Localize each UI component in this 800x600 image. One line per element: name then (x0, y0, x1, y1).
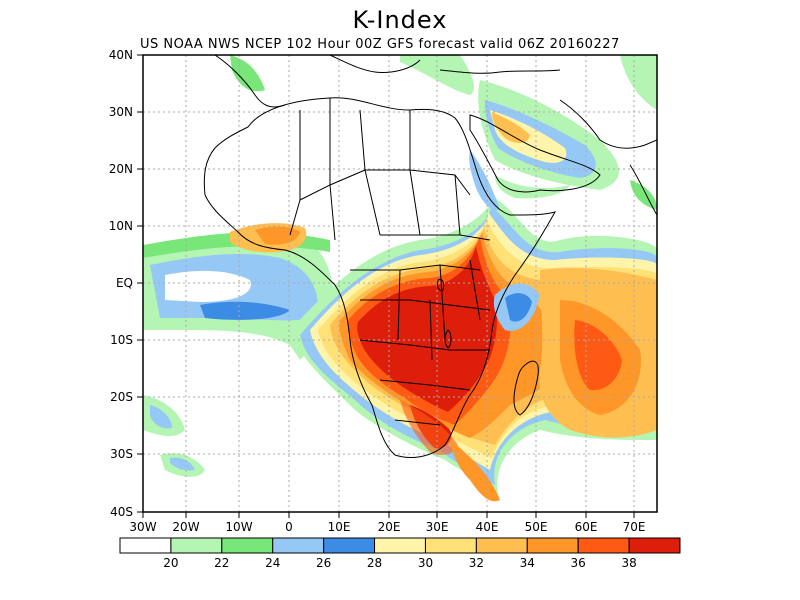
lon-label: 0 (285, 520, 293, 534)
colorbar-label: 38 (621, 556, 636, 570)
madagascar-coastline (513, 360, 539, 416)
gulf-coastline (559, 99, 657, 149)
colorbar-swatch (272, 537, 325, 554)
lat-label: 10N (109, 219, 133, 233)
turkey-coastline (439, 69, 561, 74)
africa-red-core (357, 246, 497, 412)
north-coast-green (230, 55, 265, 92)
lat-label: 20S (110, 390, 133, 404)
colorbar-label: 20 (163, 556, 178, 570)
colorbar-swatch (424, 537, 477, 554)
colorbar-swatch (323, 537, 376, 554)
country-borders (289, 98, 491, 426)
sw-atlantic-patch2 (150, 405, 172, 429)
chart-subtitle: US NOAA NWS NCEP 102 Hour 00Z GFS foreca… (140, 37, 620, 52)
colorbar-label: 24 (265, 556, 280, 570)
colorbar-swatch (374, 537, 426, 554)
colorbar-swatch (526, 537, 579, 554)
colorbar-swatch (628, 537, 681, 554)
lon-label: 40E (476, 520, 499, 534)
lat-label: EQ (116, 276, 133, 290)
atlantic-band-dblue (200, 301, 290, 320)
arabia-coastline (469, 114, 601, 193)
axis-ticks (137, 54, 635, 518)
red-sea-strip (469, 150, 500, 211)
lon-label: 50E (525, 520, 548, 534)
colorbar-swatch (119, 537, 172, 554)
lon-label: 10E (328, 520, 351, 534)
south-africa-orange (400, 400, 458, 456)
horn-strip (495, 175, 570, 199)
lon-label: 20E (378, 520, 401, 534)
colorbar-label: 26 (316, 556, 331, 570)
colorbar-swatch (577, 537, 630, 554)
europe-coastline (214, 55, 286, 108)
gridlines (143, 55, 657, 512)
sw-atlantic-patch4 (170, 457, 195, 471)
colorbar-swatch (221, 537, 274, 554)
lon-label: 30E (426, 520, 449, 534)
colorbar-label: 32 (469, 556, 484, 570)
indian-ocean-red (574, 320, 622, 391)
lon-label: 70E (623, 520, 646, 534)
colorbar-label: 22 (214, 556, 229, 570)
lakes (437, 279, 452, 349)
lat-label: 10S (110, 333, 133, 347)
lat-label: 30S (110, 447, 133, 461)
coastlines (203, 55, 657, 458)
colorbar: 20 22 24 26 28 30 32 34 36 38 (119, 537, 681, 570)
colorbar-swatch (170, 537, 223, 554)
colorbar-swatch (475, 537, 528, 554)
colorbar-label: 30 (418, 556, 433, 570)
arabia-orange (492, 112, 530, 143)
india-coastline (629, 164, 657, 216)
lon-label: 60E (575, 520, 598, 534)
lon-labels: 30W 20W 10W 0 10E 20E 30E 40E 50E 60E 70… (129, 520, 645, 534)
lat-label: 40S (110, 505, 133, 519)
colorbar-label: 28 (367, 556, 382, 570)
colorbar-label: 34 (520, 556, 535, 570)
lon-label: 10W (225, 520, 252, 534)
east-mideast-green (620, 55, 657, 110)
lon-label: 30W (129, 520, 156, 534)
lon-label: 20W (172, 520, 199, 534)
chart-title: K-Index (352, 6, 448, 34)
lat-labels: 40N 30N 20N 10N EQ 10S 20S 30S 40S (109, 48, 133, 519)
indian-ocean-dblue (505, 293, 532, 322)
colorbar-label: 36 (571, 556, 586, 570)
lat-label: 30N (109, 105, 133, 119)
africa-coastline (203, 97, 557, 458)
atlantic-band-white (165, 270, 251, 302)
lat-label: 40N (109, 48, 133, 62)
lat-label: 20N (109, 162, 133, 176)
europe-coastline-2 (329, 55, 421, 73)
